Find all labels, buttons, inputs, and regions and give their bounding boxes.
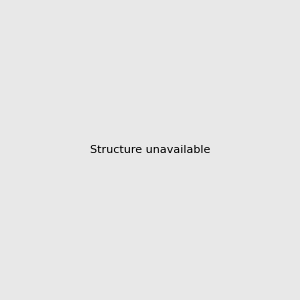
Text: Structure unavailable: Structure unavailable (90, 145, 210, 155)
